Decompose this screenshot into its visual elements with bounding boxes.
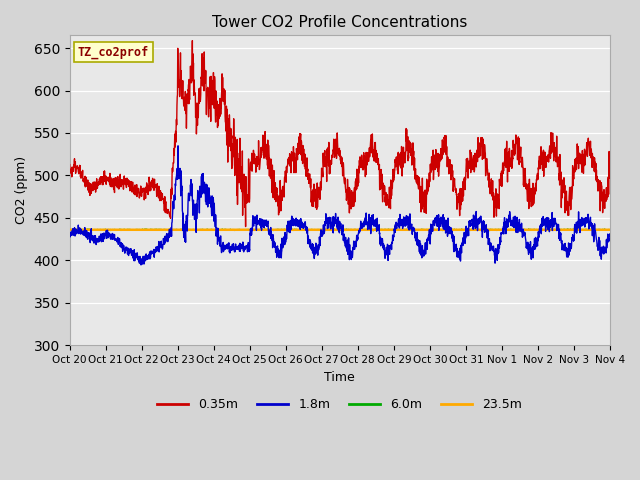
X-axis label: Time: Time <box>324 371 355 384</box>
Y-axis label: CO2 (ppm): CO2 (ppm) <box>15 156 28 224</box>
Legend: 0.35m, 1.8m, 6.0m, 23.5m: 0.35m, 1.8m, 6.0m, 23.5m <box>152 394 527 417</box>
Title: Tower CO2 Profile Concentrations: Tower CO2 Profile Concentrations <box>212 15 467 30</box>
Text: TZ_co2prof: TZ_co2prof <box>77 46 149 59</box>
